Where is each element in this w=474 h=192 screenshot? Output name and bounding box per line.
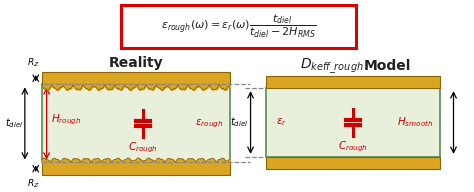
Bar: [42, 72, 230, 84]
Bar: [266, 157, 440, 169]
Bar: [266, 88, 440, 157]
Text: $R_Z$: $R_Z$: [27, 57, 40, 69]
Text: $t_{diel}$: $t_{diel}$: [230, 116, 248, 129]
Text: $R_Z$: $R_Z$: [27, 178, 40, 190]
Text: $H_{smooth}$: $H_{smooth}$: [397, 116, 434, 129]
Bar: [42, 84, 230, 162]
Bar: [42, 162, 230, 175]
Text: $H_{rough}$: $H_{rough}$: [51, 113, 81, 127]
Text: $C_{rough}$: $C_{rough}$: [128, 141, 158, 155]
Bar: [121, 4, 356, 48]
Text: Reality: Reality: [109, 55, 163, 70]
Text: $D_{keff\_rough}$: $D_{keff\_rough}$: [301, 57, 364, 76]
Text: $\varepsilon_r$: $\varepsilon_r$: [276, 117, 287, 128]
Text: $\varepsilon_{rough}(\omega) = \varepsilon_r(\omega)\dfrac{t_{diel}}{t_{diel} - : $\varepsilon_{rough}(\omega) = \varepsil…: [161, 13, 317, 40]
Text: $\varepsilon_{rough}$: $\varepsilon_{rough}$: [195, 117, 224, 130]
Text: $C_{rough}$: $C_{rough}$: [338, 140, 368, 154]
Text: $t_{diel}$: $t_{diel}$: [5, 117, 23, 130]
Bar: [266, 76, 440, 88]
Text: Model: Model: [364, 59, 411, 73]
